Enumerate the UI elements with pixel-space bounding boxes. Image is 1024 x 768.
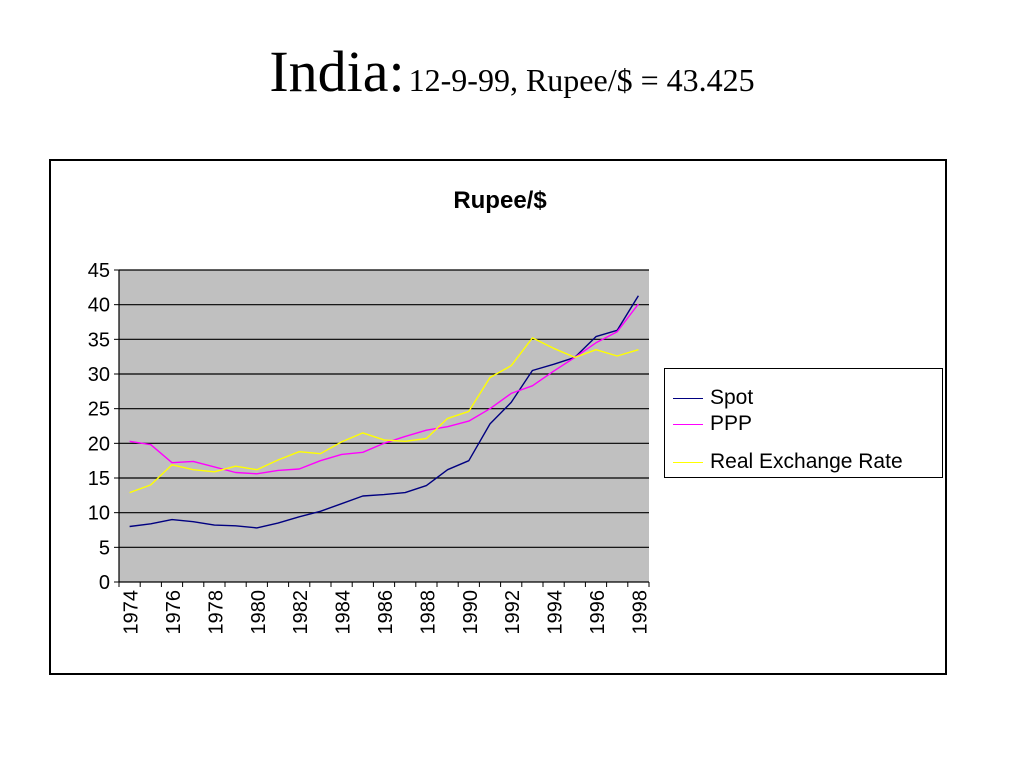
chart-frame: Rupee/$ 0 5 10 15 20 25 30 35 40 45 1974 1976 1978 19… — [49, 159, 947, 675]
x-tick-label-1980: 1980 — [248, 590, 270, 635]
x-tick-label-1978: 1978 — [205, 590, 227, 635]
series-line-spot — [129, 295, 639, 529]
x-tick-label-1988: 1988 — [417, 590, 439, 635]
y-tick-label-40: 40 — [88, 295, 110, 317]
legend-item-real-exchange-rate: Real Exchange Rate — [673, 450, 903, 474]
legend-swatch-real-exchange-rate — [673, 461, 703, 463]
x-tick-label-1982: 1982 — [290, 590, 312, 635]
legend: Spot PPP Real Exchange Rate — [664, 368, 943, 478]
chart-title: Rupee/$ — [453, 187, 547, 214]
legend-swatch-ppp — [673, 423, 703, 425]
line-chart: Rupee/$ 0 5 10 15 20 25 30 35 40 45 1974 1976 1978 19… — [88, 187, 652, 635]
slide-title-subtitle: 12-9-99, Rupee/$ = 43.425 — [408, 62, 755, 98]
x-tick-label-1992: 1992 — [502, 590, 524, 635]
series-line-ppp — [129, 303, 639, 475]
y-tick-label-35: 35 — [88, 329, 110, 351]
x-tick-label-1986: 1986 — [375, 590, 397, 635]
y-tick-label-25: 25 — [88, 399, 110, 421]
legend-swatch-spot — [673, 397, 703, 399]
x-tick-label-1984: 1984 — [333, 590, 355, 635]
legend-label-ppp: PPP — [710, 412, 753, 435]
plot-area: 0 5 10 15 20 25 30 35 40 45 1974 1976 1978 1980 1982 19… — [88, 260, 652, 635]
x-tick-label-1998: 1998 — [629, 590, 651, 635]
y-tick-label-0: 0 — [99, 572, 110, 594]
x-tick-label-1990: 1990 — [460, 590, 482, 635]
y-tick-label-15: 15 — [88, 468, 110, 490]
x-tick-label-1974: 1974 — [121, 590, 143, 635]
legend-item-spot: Spot — [673, 386, 753, 410]
slide-title: India: 12-9-99, Rupee/$ = 43.425 — [0, 38, 1024, 105]
y-tick-label-30: 30 — [88, 364, 110, 386]
y-tick-label-10: 10 — [88, 503, 110, 525]
plot-background — [119, 270, 649, 582]
y-tick-label-45: 45 — [88, 260, 110, 282]
series-line-real-exchange-rate — [129, 337, 639, 494]
x-tick-label-1976: 1976 — [163, 590, 185, 635]
y-tick-label-20: 20 — [88, 433, 110, 455]
x-tick-label-1994: 1994 — [545, 590, 567, 635]
legend-label-real-exchange-rate: Real Exchange Rate — [710, 450, 903, 473]
legend-label-spot: Spot — [710, 386, 754, 409]
y-tick-label-5: 5 — [99, 537, 110, 559]
legend-item-ppp: PPP — [673, 412, 752, 436]
slide-title-main: India: — [269, 39, 405, 104]
x-tick-label-1996: 1996 — [587, 590, 609, 635]
